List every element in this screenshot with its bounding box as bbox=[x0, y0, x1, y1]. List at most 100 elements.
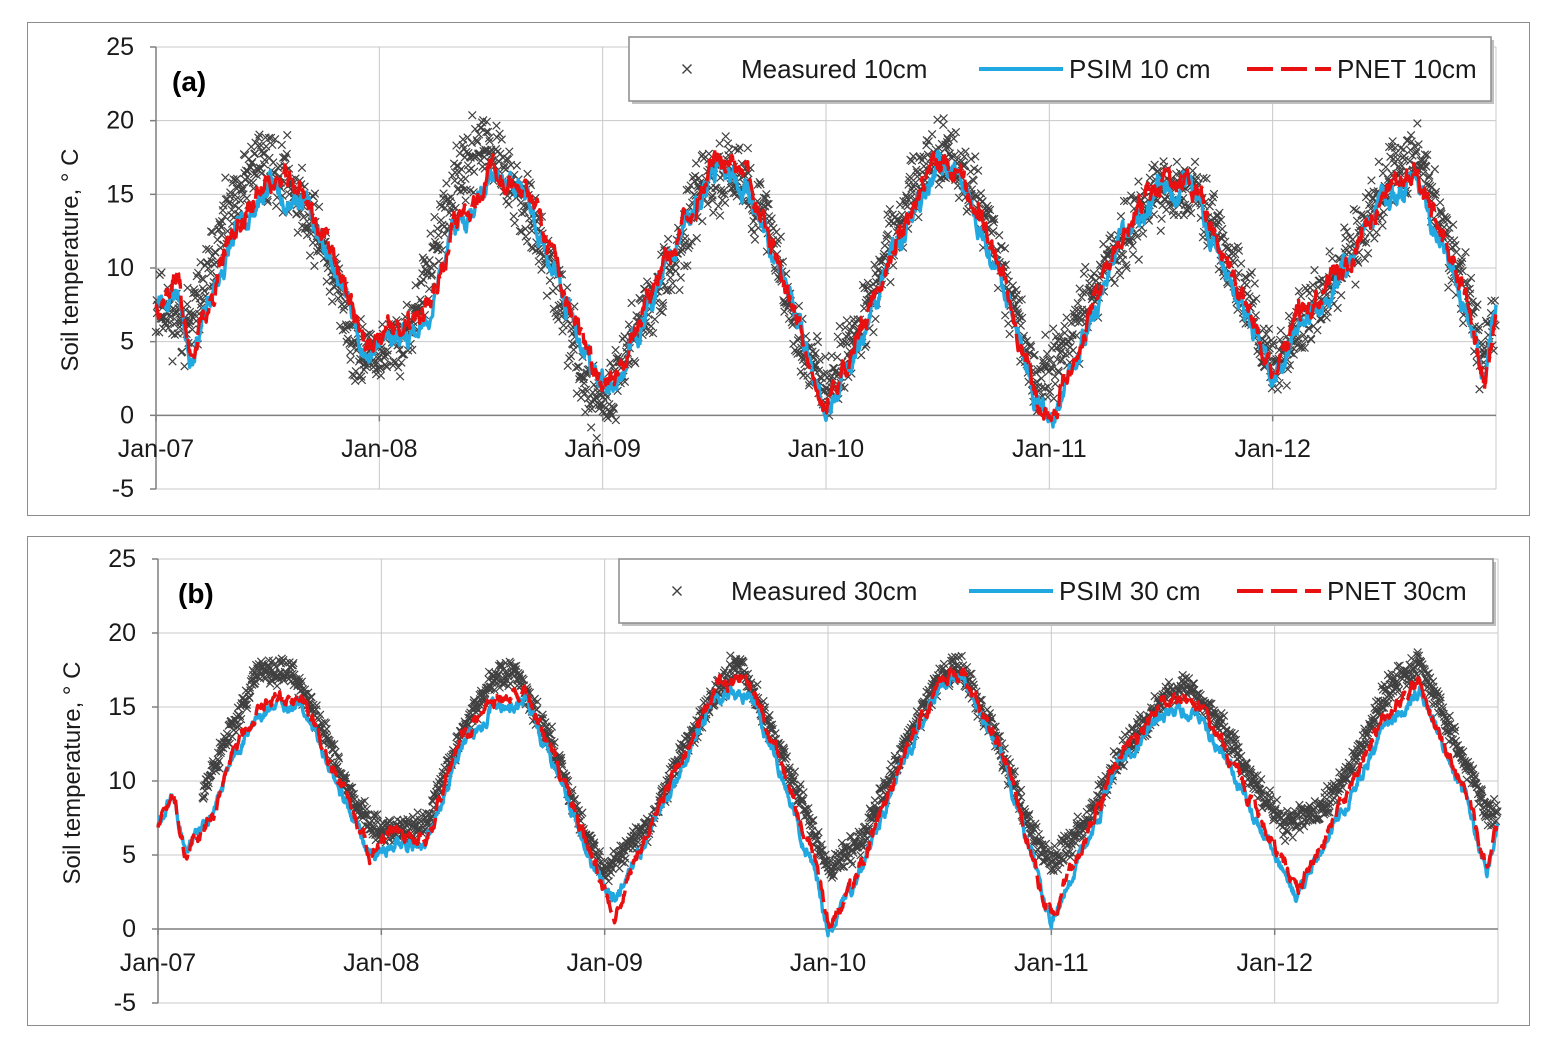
data-point bbox=[458, 135, 468, 144]
data-point bbox=[1236, 259, 1246, 268]
data-point bbox=[484, 134, 494, 143]
chart-panel-b: -5 0 5 10 15 20 25 Jan-07 Jan-08 Jan-09 Jan-10 Jan-… bbox=[27, 536, 1530, 1026]
data-point bbox=[242, 194, 252, 203]
data-point bbox=[433, 224, 442, 233]
data-point bbox=[1435, 198, 1445, 207]
x-tick-label: Jan-09 bbox=[566, 949, 642, 977]
data-point bbox=[1242, 280, 1251, 290]
data-point bbox=[482, 117, 492, 126]
data-point bbox=[1041, 330, 1050, 340]
data-point bbox=[1172, 157, 1182, 167]
data-point bbox=[217, 230, 226, 240]
data-point bbox=[435, 241, 445, 250]
data-point bbox=[976, 189, 986, 198]
legend: Measured 30cm PSIM 30 cm PNET 30cm bbox=[618, 558, 1496, 626]
data-point bbox=[691, 159, 701, 168]
data-point bbox=[592, 433, 601, 443]
data-point bbox=[437, 246, 447, 255]
data-point bbox=[202, 244, 211, 254]
x-tick-label: Jan-10 bbox=[790, 949, 866, 977]
data-point bbox=[1156, 226, 1165, 235]
data-point bbox=[1017, 313, 1027, 323]
data-point bbox=[468, 111, 477, 120]
data-point bbox=[1316, 315, 1325, 324]
x-tick-label: Jan-07 bbox=[120, 949, 196, 977]
data-point bbox=[1279, 830, 1288, 839]
data-point bbox=[285, 189, 294, 199]
data-point bbox=[411, 281, 420, 290]
y-tick-label: 20 bbox=[106, 107, 134, 135]
panel-label: (a) bbox=[172, 66, 206, 97]
data-point bbox=[642, 277, 652, 286]
data-point bbox=[398, 350, 408, 359]
data-point bbox=[1216, 215, 1226, 225]
data-point bbox=[1282, 381, 1291, 390]
chart-panel-a: -5 0 5 10 15 20 25 Jan-07 Jan-08 Jan-09 Jan-10 Jan-… bbox=[27, 22, 1530, 516]
y-tick-label: -5 bbox=[114, 989, 136, 1017]
data-point bbox=[1110, 278, 1119, 288]
data-point bbox=[485, 136, 494, 146]
data-point bbox=[265, 153, 274, 163]
legend-label-pnet: PNET 10cm bbox=[1337, 54, 1477, 84]
data-point bbox=[646, 321, 656, 331]
data-point bbox=[1034, 830, 1044, 839]
data-point bbox=[305, 251, 315, 260]
data-point bbox=[472, 135, 482, 145]
data-point bbox=[297, 163, 307, 173]
data-point bbox=[627, 298, 636, 308]
x-tick-label: Jan-08 bbox=[341, 435, 417, 463]
data-point bbox=[1475, 385, 1484, 394]
data-point bbox=[360, 796, 369, 806]
data-point bbox=[450, 168, 460, 177]
legend-label-pnet: PNET 30cm bbox=[1327, 576, 1467, 606]
data-point bbox=[509, 212, 518, 221]
data-point bbox=[482, 127, 491, 137]
y-tick-label: 10 bbox=[108, 767, 136, 795]
data-point bbox=[586, 423, 596, 432]
data-point bbox=[1048, 324, 1058, 333]
data-point bbox=[446, 193, 456, 202]
data-point bbox=[512, 161, 522, 170]
data-point bbox=[442, 179, 451, 188]
data-point bbox=[226, 188, 235, 197]
data-point bbox=[796, 367, 806, 376]
data-point bbox=[621, 854, 630, 863]
data-point bbox=[510, 218, 519, 228]
data-point bbox=[609, 404, 619, 413]
data-point bbox=[383, 350, 393, 359]
data-point bbox=[503, 155, 513, 164]
data-point bbox=[1340, 223, 1349, 232]
data-point bbox=[750, 235, 760, 244]
data-point bbox=[1444, 283, 1453, 292]
data-point bbox=[492, 121, 501, 130]
data-point bbox=[436, 215, 446, 225]
data-point bbox=[1284, 311, 1294, 321]
data-point bbox=[611, 415, 621, 425]
data-point bbox=[537, 265, 546, 274]
series-group bbox=[156, 648, 1502, 938]
data-point bbox=[517, 227, 526, 236]
data-point bbox=[522, 237, 532, 246]
data-point bbox=[494, 156, 503, 166]
data-point bbox=[596, 400, 606, 410]
data-point bbox=[715, 211, 725, 220]
data-point bbox=[356, 372, 366, 381]
data-point bbox=[1273, 385, 1282, 394]
data-point bbox=[227, 205, 237, 215]
y-tick-label: 10 bbox=[106, 254, 134, 282]
data-point bbox=[1466, 273, 1476, 283]
data-point bbox=[566, 351, 576, 361]
data-point bbox=[1325, 247, 1334, 256]
x-tick-label: Jan-08 bbox=[343, 949, 419, 977]
data-point bbox=[596, 391, 605, 400]
data-point bbox=[382, 362, 392, 372]
data-point bbox=[1134, 255, 1144, 264]
legend-label-measured: Measured 30cm bbox=[731, 576, 917, 606]
data-point bbox=[282, 149, 292, 159]
data-point bbox=[219, 201, 228, 210]
data-point bbox=[1190, 157, 1200, 167]
data-point bbox=[180, 362, 189, 371]
data-point bbox=[551, 283, 561, 293]
data-point bbox=[1049, 394, 1059, 403]
